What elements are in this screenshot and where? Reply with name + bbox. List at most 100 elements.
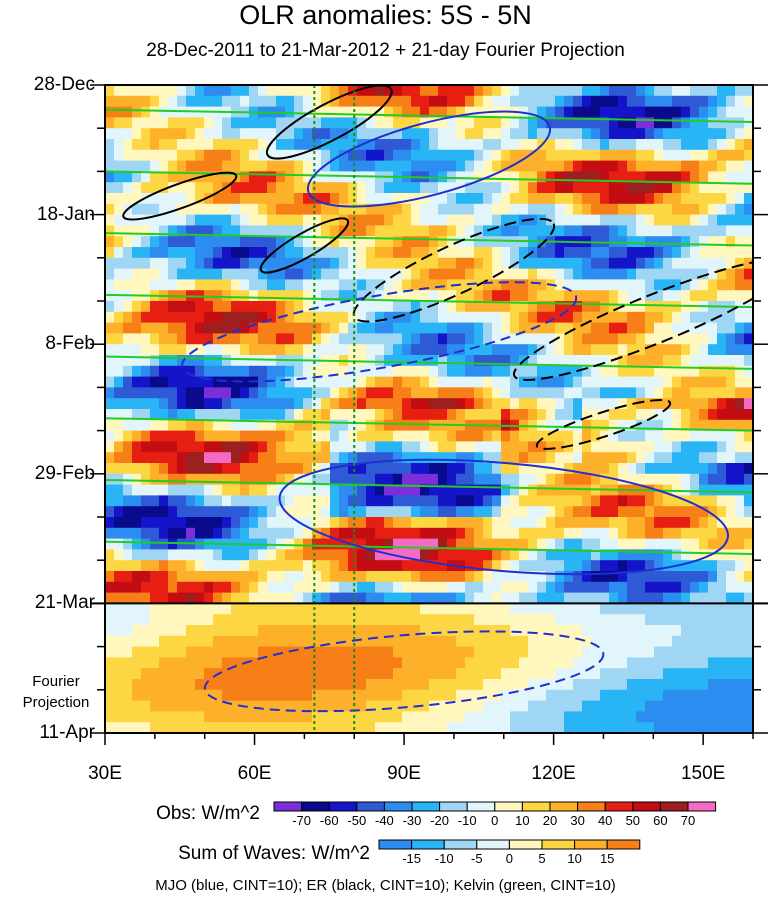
heat-cell [339,236,349,248]
heat-cell [537,625,547,637]
heat-cell [159,214,169,226]
heat-cell [411,160,421,172]
heat-cell [222,549,232,561]
heat-cell [726,722,736,733]
heat-cell [591,625,601,637]
heat-cell [393,419,403,432]
heat-cell [204,149,214,162]
heat-cell [564,247,574,259]
heat-cell [393,193,403,205]
heat-cell [402,139,412,151]
heat-cell [150,301,160,313]
heat-cell [213,95,223,108]
heat-cell [303,689,313,702]
heat-cell [483,581,493,594]
heat-cell [330,463,340,475]
heat-cell [159,549,169,561]
kelvin-contour [105,417,753,432]
heat-cell [159,506,169,518]
er-contour [352,217,556,323]
heat-cell [402,365,412,378]
heat-cell [474,344,484,356]
colorbar-box [574,839,608,850]
heat-cell [609,387,619,399]
colorbar-box [439,801,468,812]
heat-cell [429,527,439,540]
heat-cell [195,430,205,442]
heat-cell [699,430,709,442]
heat-cell [438,182,448,194]
heat-cell [636,679,646,691]
heat-cell [618,646,628,658]
heat-cell [312,214,322,226]
heat-cell [177,484,187,496]
heat-cell [357,506,367,518]
heat-cell [717,106,727,118]
heat-cell [447,225,457,237]
heat-cell [249,711,259,723]
heat-cell [492,657,502,669]
heat-cell [330,85,340,97]
heat-cell [447,711,457,723]
heat-cell [501,625,511,637]
heat-cell [393,214,403,226]
heat-cell [114,635,124,648]
heat-cell [132,279,142,291]
heat-cell [726,160,736,172]
heat-cell [537,571,547,583]
heat-cell [258,182,268,194]
heat-cell [330,387,340,399]
heat-cell [609,571,619,583]
heat-cell [528,430,538,442]
heat-cell [114,527,124,540]
mjo-contour [306,110,552,208]
heat-cell [348,646,358,658]
heat-cell [465,355,475,367]
heat-cell [249,603,259,615]
heat-cell [708,722,718,733]
heat-cell [393,301,403,313]
heat-cell [744,473,753,486]
heat-cell [150,128,160,140]
heat-cell [645,301,655,313]
heat-cell [717,657,727,669]
heat-cell [375,473,385,486]
heat-cell [411,387,421,399]
heat-cell [168,268,178,280]
heat-cell [609,268,619,280]
heat-cell [168,322,178,334]
heat-cell [258,722,268,733]
heat-cell [564,268,574,280]
heat-cell [663,117,673,129]
heat-cell [627,646,637,658]
heat-cell [537,257,547,270]
heat-cell [708,700,718,712]
heat-cell [744,430,753,442]
heat-cell [456,463,466,475]
heat-cell [195,355,205,367]
heat-cell [519,117,529,129]
heat-cell [276,365,286,378]
heat-cell [573,355,583,367]
heat-cell [123,668,133,680]
heat-cell [681,463,691,475]
heat-cell [366,85,376,97]
heat-cell [267,95,277,108]
heat-cell [708,85,718,97]
heat-cell [258,268,268,280]
heat-cell [213,711,223,723]
heat-cell [159,722,169,733]
heat-cell [501,247,511,259]
heat-cell [573,279,583,291]
heat-cell [258,517,268,529]
heat-cell [726,85,736,97]
heat-cell [285,495,295,507]
heat-cell [294,484,304,496]
heat-cell [159,473,169,486]
heat-cell [663,193,673,205]
heat-cell [519,85,529,97]
heat-cell [474,257,484,270]
x-tick-label: 90E [387,763,421,784]
obs-legend-title: Obs: W/m^2 [156,803,260,824]
heat-cell [663,214,673,226]
